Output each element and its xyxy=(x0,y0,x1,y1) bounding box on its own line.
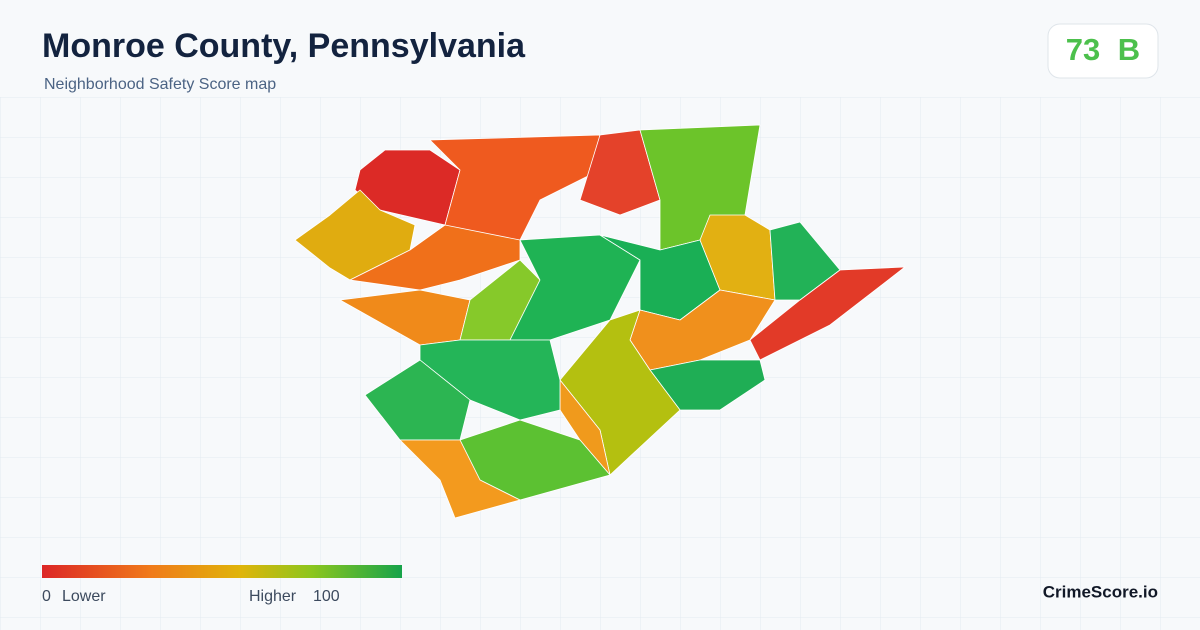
legend-min: 0 xyxy=(42,588,51,605)
legend-min-label: Lower xyxy=(62,588,106,605)
map-region xyxy=(579,129,661,216)
map-region xyxy=(364,359,471,441)
county-map xyxy=(294,124,906,519)
score: 73 xyxy=(1066,32,1100,67)
grade: B xyxy=(1118,32,1140,67)
subtitle: Neighborhood Safety Score map xyxy=(44,76,276,93)
legend-scale xyxy=(42,565,402,578)
score-badge xyxy=(1047,23,1159,79)
map-region xyxy=(399,439,521,519)
title: Monroe County, Pennsylvania xyxy=(42,27,526,65)
legend-max-label: Higher xyxy=(249,588,297,605)
map-region xyxy=(349,224,521,291)
brand: CrimeScore.io xyxy=(1043,582,1158,601)
legend-max: 100 xyxy=(313,588,340,605)
map-region xyxy=(294,189,416,281)
